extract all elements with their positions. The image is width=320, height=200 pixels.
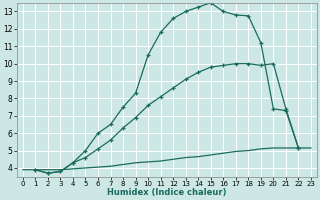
- X-axis label: Humidex (Indice chaleur): Humidex (Indice chaleur): [107, 188, 227, 197]
